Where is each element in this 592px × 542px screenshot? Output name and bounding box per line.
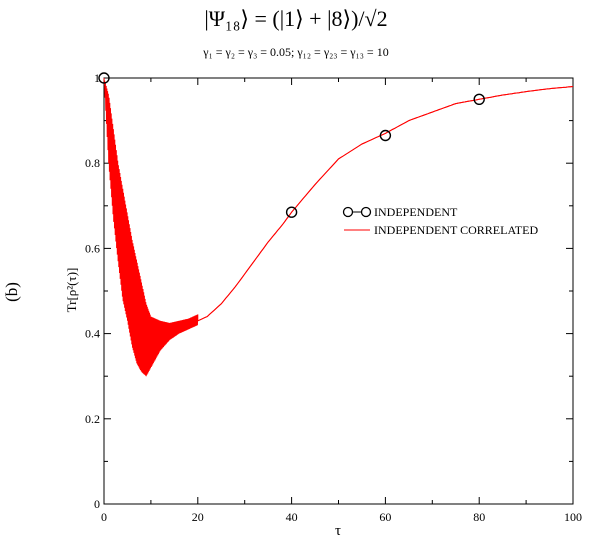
y-tick-label: 0 — [94, 497, 100, 511]
data-point-marker — [98, 72, 110, 84]
plot-frame — [103, 77, 574, 505]
chart-subtitle: γ₁ = γ₂ = γ₃ = 0.05; γ₁₂ = γ₂₃ = γ₁₃ = 1… — [203, 45, 389, 59]
chart-title: |Ψ₁₈⟩ = (|1⟩ + |8⟩)/√2 — [204, 6, 388, 31]
x-axis-label: τ — [335, 523, 341, 539]
y-tick-label: 1 — [94, 71, 100, 85]
y-tick-label: 0.4 — [85, 327, 100, 341]
x-tick-label: 20 — [192, 510, 204, 524]
data-point-marker — [473, 93, 485, 106]
data-point-marker — [285, 206, 298, 218]
legend-marker — [360, 206, 372, 218]
data-point-marker — [379, 129, 392, 142]
legend-label-independent: INDEPENDENT — [374, 205, 458, 219]
legend-marker — [342, 206, 354, 218]
legend: INDEPENDENT INDEPENDENT CORRELATED — [342, 205, 538, 237]
x-tick-label: 40 — [286, 510, 298, 524]
y-axis-label: Tr[ρ²(τ)] — [64, 268, 79, 313]
legend-label-independent-correlated: INDEPENDENT CORRELATED — [374, 223, 538, 237]
y-tick-label: 0.6 — [85, 241, 100, 255]
x-tick-label: 100 — [564, 510, 582, 524]
y-tick-label: 0.2 — [85, 412, 100, 426]
ticks-layer: 0 20 40 60 80 100 0 0.2 0.4 0.6 0.8 1 — [85, 71, 582, 524]
series-layer — [98, 72, 574, 377]
x-tick-label: 80 — [473, 510, 485, 524]
y-tick-label: 0.8 — [85, 156, 100, 170]
series-line-independent — [197, 86, 574, 322]
x-tick-label: 60 — [379, 510, 391, 524]
x-tick-label: 0 — [101, 510, 107, 524]
